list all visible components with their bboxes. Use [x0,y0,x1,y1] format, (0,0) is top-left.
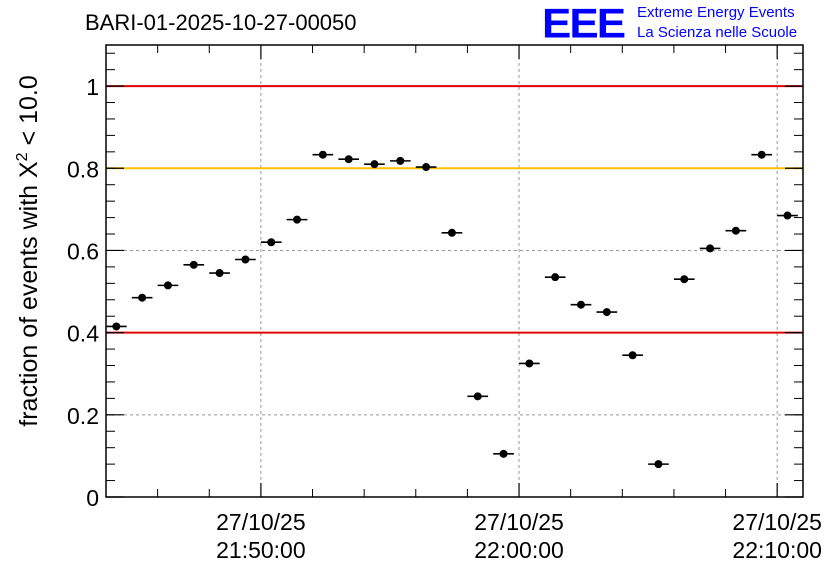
data-point-marker [447,228,456,237]
data-point-marker [551,273,560,282]
data-point-marker [473,392,482,401]
data-point [493,449,514,458]
y-tick-label: 0.4 [67,321,99,347]
data-point [312,150,334,159]
data-point [570,300,592,309]
data-point-marker [370,160,379,169]
data-point [364,160,385,169]
data-point-marker [706,244,715,253]
data-point-marker [576,300,585,309]
data-point-marker [783,211,792,220]
data-point-marker [112,322,121,331]
data-point-marker [602,308,611,317]
y-tick-label: 0.2 [67,403,99,429]
data-point [673,275,695,284]
chart-title: BARI-01-2025-10-27-00050 [85,10,357,35]
x-tick-label-time: 22:00:00 [474,537,564,563]
x-tick-label-date: 27/10/25 [216,509,306,535]
x-tick-labels: 27/10/2521:50:0027/10/2522:00:0027/10/25… [216,509,822,563]
y-axis-label: fraction of events with X2 < 10.0 [14,75,43,426]
data-point [209,269,230,278]
data-point [725,226,747,235]
data-point [596,308,618,317]
data-point [235,255,256,264]
grid-lines [106,45,803,497]
y-tick-labels: 0 0.2 0.4 0.6 0.8 1 [67,74,99,511]
data-point-marker [628,351,637,360]
data-point-marker [344,155,353,164]
data-point-marker [138,293,147,302]
data-point-marker [525,359,534,368]
data-point-marker [396,156,405,165]
data-point [544,273,566,282]
data-point [699,244,721,253]
data-point [183,260,205,269]
data-point-marker [163,281,172,290]
data-point-marker [731,226,740,235]
y-tick-label: 1 [86,74,99,100]
reference-lines [106,85,803,334]
data-point-marker [293,215,302,224]
logo-line-2: La Scienza nelle Scuole [637,24,798,41]
data-point-marker [215,269,224,278]
eee-logo: EEE [542,0,626,47]
data-point [777,211,798,220]
data-point-marker [499,449,508,458]
data-point [286,215,308,224]
y-tick-label: 0 [86,485,99,511]
data-point-marker [422,163,431,172]
y-tick-label: 0.8 [67,156,99,182]
data-point [338,155,359,164]
data-point [467,392,489,401]
data-point [519,359,540,368]
data-point [260,238,282,247]
x-tick-label-date: 27/10/25 [474,509,564,535]
y-tick-label: 0.6 [67,238,99,264]
data-point [751,150,773,159]
data-point [441,228,463,237]
data-point-marker [757,150,766,159]
data-points [106,150,798,469]
axis-ticks [105,45,803,498]
x-tick-label-time: 22:10:00 [732,537,822,563]
plot-frame [105,44,804,498]
data-point [648,460,669,469]
data-point-marker [189,260,198,269]
data-point-marker [680,275,689,284]
x-tick-label-time: 21:50:00 [216,537,306,563]
data-point-marker [654,460,663,469]
x-tick-label-date: 27/10/25 [732,509,822,535]
data-point-marker [318,150,327,159]
data-point-marker [241,255,250,264]
data-point [389,156,411,165]
data-point [622,351,643,360]
data-point-marker [267,238,276,247]
data-point [157,281,179,290]
data-point [106,322,127,331]
logo-line-1: Extreme Energy Events [637,4,795,21]
data-point [131,293,153,302]
data-point [415,163,437,172]
